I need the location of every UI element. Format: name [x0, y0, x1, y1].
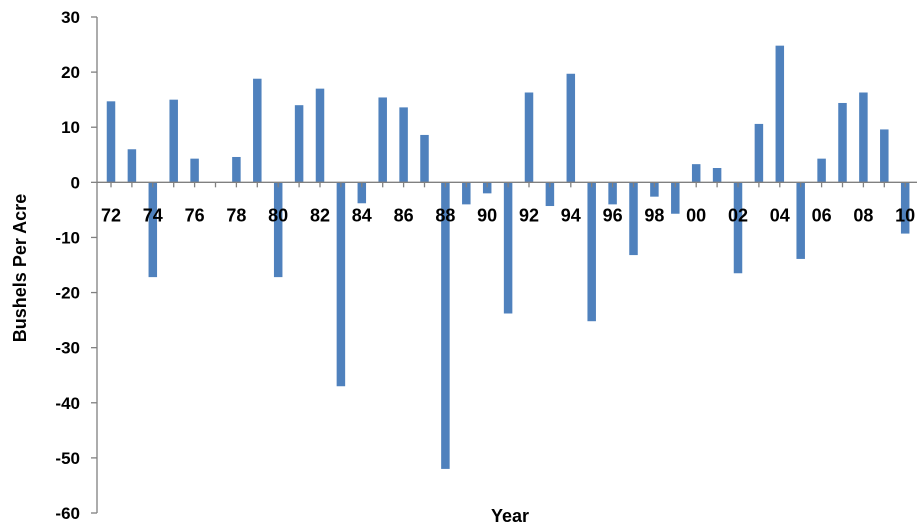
- bar-98: [650, 182, 659, 197]
- bar-97: [629, 182, 638, 256]
- bar-81: [294, 105, 304, 183]
- bar-94: [566, 73, 576, 183]
- bar-95: [587, 182, 596, 322]
- y-tick-label: 20: [61, 63, 80, 82]
- bar-75: [169, 99, 178, 183]
- bar-04: [775, 45, 785, 183]
- y-tick-label: 10: [61, 118, 80, 137]
- bar-08: [859, 92, 868, 183]
- x-tick-label: 94: [561, 205, 581, 225]
- bar-09: [880, 129, 889, 183]
- x-tick-label: 92: [519, 205, 539, 225]
- x-tick-label: 88: [435, 205, 455, 225]
- y-axis-ticks: 30 20 10 0 -10 -20 -30 -40 -50 -60: [55, 8, 97, 523]
- x-tick-label: 10: [895, 205, 915, 225]
- bar-78: [232, 156, 241, 183]
- x-tick-label: 84: [352, 205, 372, 225]
- bar-99: [671, 182, 680, 214]
- x-tick-label: 98: [644, 205, 664, 225]
- bar-83: [336, 182, 346, 387]
- x-tick-label: 90: [477, 205, 497, 225]
- y-tick-label: -50: [55, 449, 80, 468]
- bar-02: [733, 182, 743, 274]
- bar-06: [817, 158, 826, 183]
- y-axis-title: Bushels Per Acre: [10, 194, 30, 342]
- x-tick-label: 80: [268, 205, 288, 225]
- y-tick-label: 30: [61, 8, 80, 27]
- bar-84: [357, 182, 367, 204]
- bars-layer: [106, 45, 910, 469]
- bar-73: [127, 149, 137, 183]
- x-tick-label: 78: [226, 205, 246, 225]
- x-tick-label: 72: [101, 205, 121, 225]
- y-tick-label: -10: [55, 228, 80, 247]
- bar-05: [796, 182, 805, 259]
- bar-07: [838, 102, 847, 183]
- bar-10: [900, 182, 910, 234]
- y-tick-label: -30: [55, 339, 80, 358]
- x-tick-label: 96: [603, 205, 623, 225]
- x-axis-title: Year: [491, 506, 529, 526]
- x-tick-label: 86: [394, 205, 414, 225]
- y-tick-label: 0: [71, 173, 80, 192]
- bar-90: [482, 182, 492, 194]
- bar-93: [545, 182, 555, 207]
- bar-92: [524, 92, 534, 183]
- x-tick-label: 74: [143, 205, 163, 225]
- y-tick-label: -60: [55, 504, 80, 523]
- bar-03: [754, 123, 764, 183]
- bar-79: [253, 78, 262, 183]
- bar-86: [399, 107, 408, 183]
- bar-89: [462, 182, 471, 205]
- bar-87: [420, 134, 429, 183]
- bar-96: [608, 182, 617, 205]
- bar-74: [148, 182, 158, 278]
- x-tick-label: 04: [770, 205, 790, 225]
- x-tick-label: 76: [185, 205, 205, 225]
- bar-72: [106, 101, 116, 183]
- bar-76: [190, 158, 199, 183]
- x-tick-label: 00: [686, 205, 706, 225]
- bar-85: [378, 97, 387, 183]
- bar-91: [503, 182, 513, 314]
- bar-01: [712, 168, 722, 183]
- y-tick-label: -40: [55, 394, 80, 413]
- x-tick-label: 06: [812, 205, 832, 225]
- bar-88: [441, 182, 450, 469]
- x-tick-label: 02: [728, 205, 748, 225]
- y-tick-label: -20: [55, 284, 80, 303]
- bar-00: [691, 164, 701, 183]
- bar-80: [273, 182, 283, 278]
- x-tick-label: 82: [310, 205, 330, 225]
- x-axis-ticks: 72 74 76 78 80 82 84 86 88 90 92 94 96 98 00 02 04 06 08 10: [101, 182, 915, 225]
- x-tick-label: 08: [853, 205, 873, 225]
- bar-82: [315, 88, 325, 183]
